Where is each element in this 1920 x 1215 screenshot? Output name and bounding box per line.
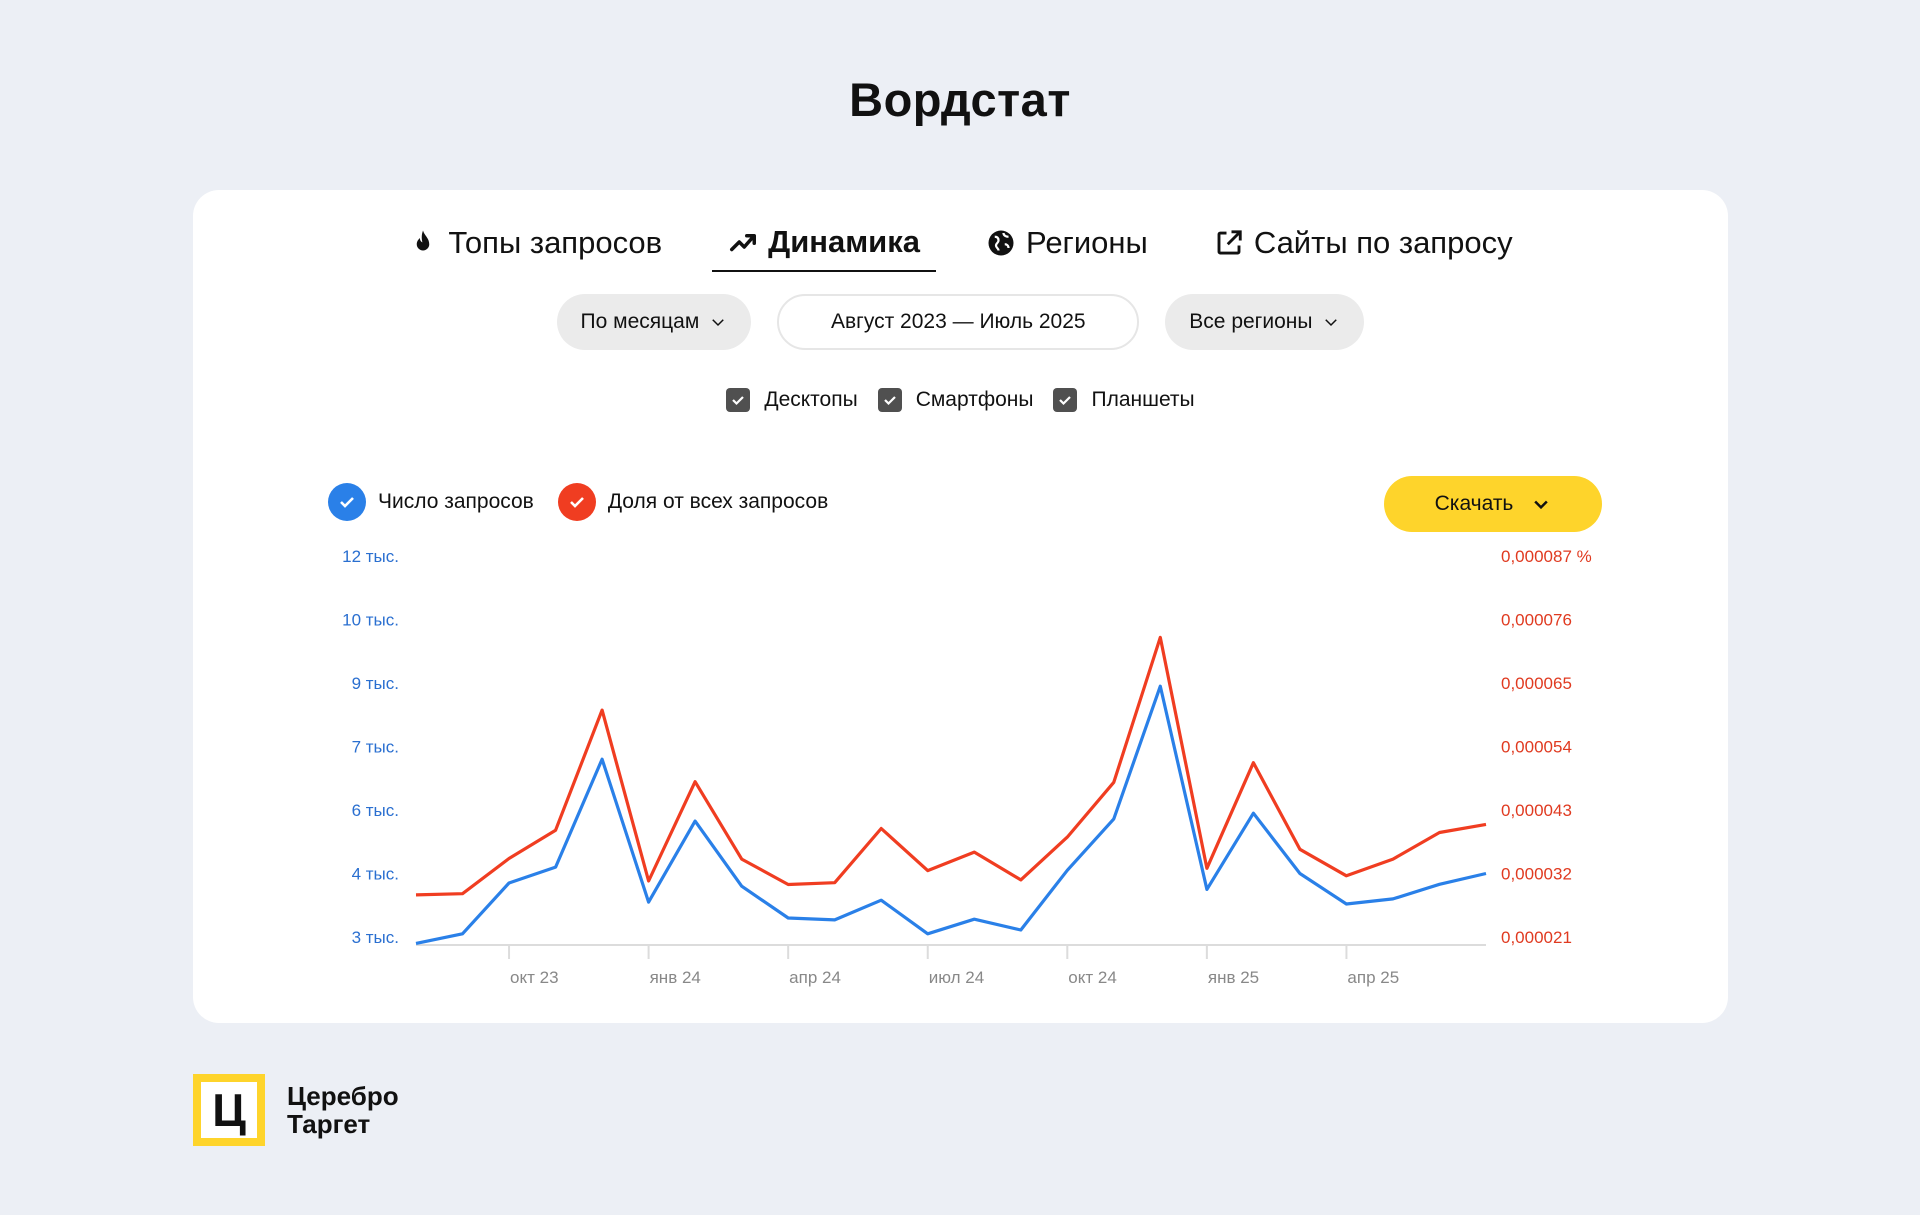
- tab-sites[interactable]: Сайты по запросу: [1198, 218, 1529, 272]
- right-axis-label: 0,000021: [1501, 928, 1572, 947]
- left-axis-label: 12 тыс.: [342, 547, 399, 566]
- right-axis-label: 0,000054: [1501, 738, 1572, 757]
- tab-label: Регионы: [1026, 225, 1148, 260]
- chevron-down-icon: [1325, 319, 1338, 327]
- logo-mark: Ц: [193, 1074, 265, 1146]
- period-value: По месяцам: [580, 310, 700, 333]
- tab-label: Топы запросов: [448, 225, 663, 260]
- logo-letter: Ц: [201, 1082, 257, 1138]
- date-range-value: Август 2023 — Июль 2025: [831, 310, 1086, 333]
- chevron-down-icon: [712, 319, 725, 327]
- checkbox-desktops[interactable]: Десктопы: [726, 388, 858, 412]
- x-tick-label: окт 23: [510, 968, 559, 987]
- device-label: Планшеты: [1091, 388, 1195, 411]
- series-line-count: [415, 684, 1487, 945]
- legend-toggle-share[interactable]: Доля от всех запросов: [557, 483, 829, 521]
- tab-bar: Топы запросов Динамика Регионы Сайты по …: [193, 218, 1728, 272]
- left-axis-label: 7 тыс.: [352, 738, 399, 757]
- download-label: Скачать: [1434, 492, 1514, 515]
- legend-toggle-count[interactable]: Число запросов: [328, 483, 534, 521]
- external-link-icon: [1217, 230, 1242, 255]
- region-dropdown[interactable]: Все регионы: [1165, 294, 1365, 350]
- tab-regions[interactable]: Регионы: [970, 218, 1164, 272]
- fire-icon: [417, 230, 430, 251]
- left-axis-label: 6 тыс.: [352, 801, 399, 820]
- right-axis-label: 0,000032: [1501, 865, 1572, 884]
- logo-line-2: Таргет: [287, 1109, 371, 1139]
- wordstat-card: Топы запросов Динамика Регионы Сайты по …: [193, 190, 1728, 1023]
- logo-text: Церебро Таргет: [287, 1082, 399, 1138]
- x-tick-label: янв 25: [1208, 968, 1259, 987]
- legend-label: Доля от всех запросов: [607, 490, 829, 513]
- checkbox-checked-icon: [726, 388, 751, 412]
- x-tick-label: апр 24: [789, 968, 841, 987]
- tab-label: Сайты по запросу: [1253, 225, 1513, 260]
- legend-label: Число запросов: [378, 490, 534, 513]
- page-title: Вордстат: [849, 73, 1071, 126]
- left-axis-label: 10 тыс.: [342, 611, 399, 630]
- chart-legend: Число запросов Доля от всех запросов: [328, 483, 828, 521]
- checkbox-checked-icon: [1053, 388, 1078, 412]
- check-circle-icon: [328, 483, 366, 521]
- brand-logo: Ц Церебро Таргет: [193, 1074, 399, 1146]
- period-dropdown[interactable]: По месяцам: [556, 294, 752, 350]
- globe-icon: [988, 230, 1014, 256]
- device-label: Десктопы: [764, 388, 858, 411]
- device-filters: Десктопы Смартфоны Планшеты: [193, 388, 1728, 412]
- left-axis-label: 9 тыс.: [352, 674, 399, 693]
- right-axis-label: 0,000065: [1501, 674, 1572, 693]
- filters-row: По месяцам Август 2023 — Июль 2025 Все р…: [193, 294, 1728, 350]
- x-tick-label: июл 24: [929, 968, 984, 987]
- checkbox-checked-icon: [877, 388, 902, 412]
- checkbox-tablets[interactable]: Планшеты: [1053, 388, 1195, 412]
- right-axis-label: 0,000043: [1501, 801, 1572, 820]
- device-label: Смартфоны: [915, 388, 1034, 411]
- x-tick-label: окт 24: [1068, 968, 1117, 987]
- tab-dynamics[interactable]: Динамика: [712, 218, 936, 272]
- right-axis-label: 0,000076: [1501, 611, 1572, 630]
- right-axis-label: 0,000087 %: [1501, 547, 1592, 566]
- tab-top-queries[interactable]: Топы запросов: [392, 218, 678, 272]
- left-axis-label: 3 тыс.: [352, 928, 399, 947]
- x-tick-label: апр 25: [1347, 968, 1399, 987]
- x-tick-label: янв 24: [650, 968, 701, 987]
- check-circle-icon: [557, 483, 596, 521]
- series-line-share: [415, 635, 1487, 897]
- region-value: Все регионы: [1189, 310, 1313, 333]
- checkbox-smartphones[interactable]: Смартфоны: [877, 388, 1034, 412]
- chevron-down-icon: [1534, 500, 1549, 510]
- tab-label: Динамика: [768, 224, 920, 259]
- download-button[interactable]: Скачать: [1384, 476, 1602, 532]
- trend-up-icon: [730, 234, 757, 252]
- logo-line-1: Церебро: [287, 1081, 399, 1111]
- left-axis-label: 4 тыс.: [352, 865, 399, 884]
- date-range-picker[interactable]: Август 2023 — Июль 2025: [777, 294, 1140, 350]
